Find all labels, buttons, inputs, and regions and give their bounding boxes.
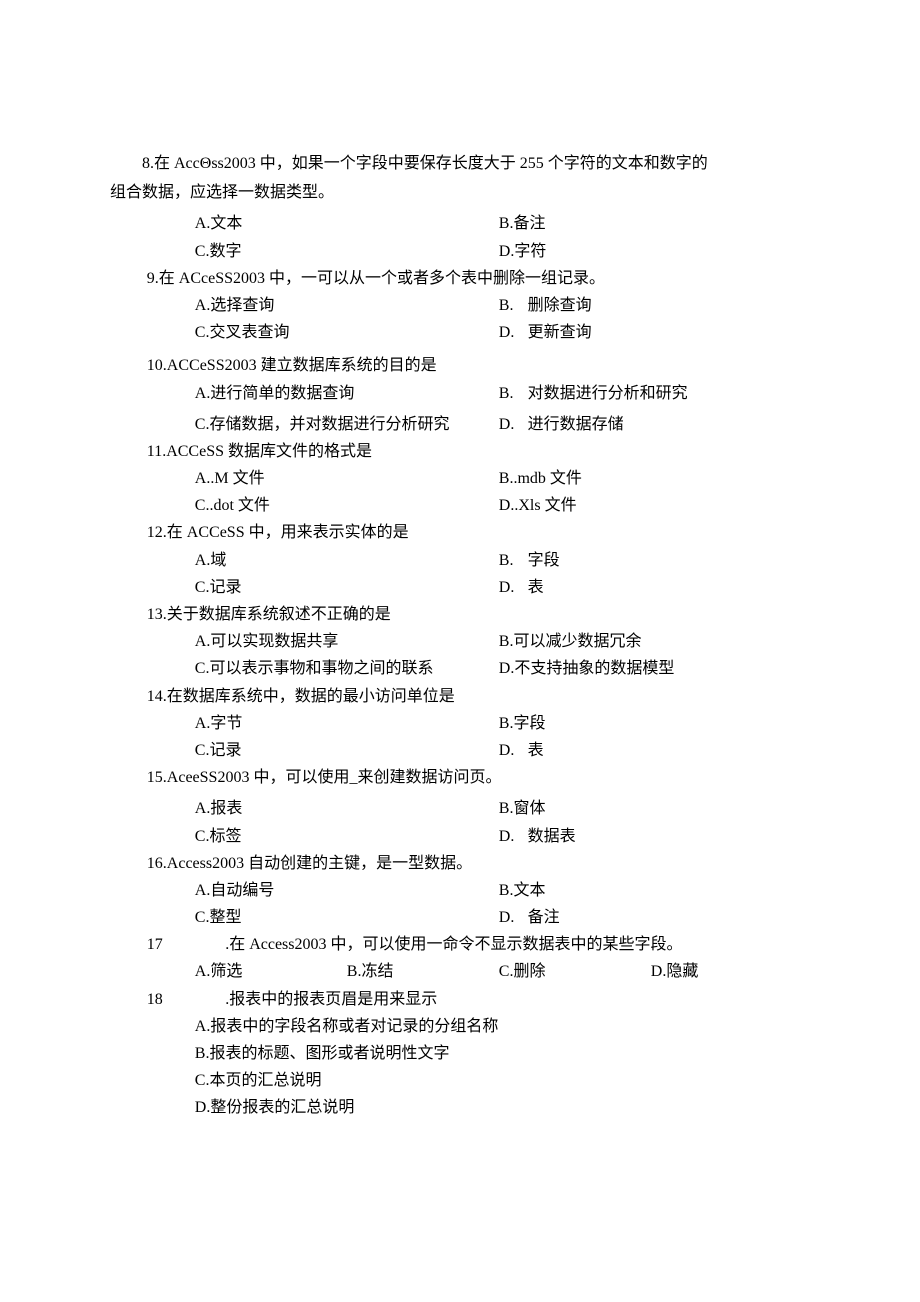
q14-opt-a: A.字节 xyxy=(195,710,499,737)
q14-opt-b: B.字段 xyxy=(499,710,810,737)
q13-opt-c: C.可以表示事物和事物之间的联系 xyxy=(195,655,499,682)
q8-opt-a: A.文本 xyxy=(195,210,499,237)
q18-opt-b: B.报表的标题、图形或者说明性文字 xyxy=(110,1040,810,1067)
q11-options-row2: C..dot 文件 D..Xls 文件 xyxy=(110,492,810,519)
q9-opt-d: 更新查询 xyxy=(528,319,810,346)
q10-letter-d: D. xyxy=(499,411,528,438)
q15-opt-b: B.窗体 xyxy=(499,795,810,822)
q9-options-row2: C.交叉表查询 D. 更新查询 xyxy=(110,319,810,346)
q12-options-row1: A.域 B. 字段 xyxy=(110,547,810,574)
q9-opt-c: C.交叉表查询 xyxy=(195,319,499,346)
q12-opt-a: A.域 xyxy=(195,547,499,574)
q12-stem: 12.在 ACCeSS 中，用来表示实体的是 xyxy=(110,519,810,546)
q13-opt-d: D.不支持抽象的数据模型 xyxy=(499,655,810,682)
q10-options-row2: C.存储数据，并对数据进行分析研究 D. 进行数据存储 xyxy=(110,411,810,438)
q13-opt-a: A.可以实现数据共享 xyxy=(195,628,499,655)
q13-options-row1: A.可以实现数据共享 B.可以减少数据冗余 xyxy=(110,628,810,655)
q18-opt-d: D.整份报表的汇总说明 xyxy=(110,1094,810,1121)
q17-stem: .在 Access2003 中，可以使用一命令不显示数据表中的某些字段。 xyxy=(217,931,682,958)
q10-stem: 10.ACCeSS2003 建立数据库系统的目的是 xyxy=(110,352,810,379)
q15-options-row2: C.标签 D. 数据表 xyxy=(110,823,810,850)
q16-opt-a: A.自动编号 xyxy=(195,877,499,904)
q17-opt-d: D.隐藏 xyxy=(651,958,803,985)
q15-opt-a: A.报表 xyxy=(195,795,499,822)
q16-opt-d: 备注 xyxy=(528,904,810,931)
q16-stem: 16.Access2003 自动创建的主键，是一型数据。 xyxy=(110,850,810,877)
q12-options-row2: C.记录 D. 表 xyxy=(110,574,810,601)
q13-stem: 13.关于数据库系统叙述不正确的是 xyxy=(110,601,810,628)
q11-opt-a: A..M 文件 xyxy=(195,465,499,492)
q10-options-row1: A.进行简单的数据查询 B. 对数据进行分析和研究 xyxy=(110,380,810,407)
q13-opt-b: B.可以减少数据冗余 xyxy=(499,628,810,655)
q17-row: 17 .在 Access2003 中，可以使用一命令不显示数据表中的某些字段。 xyxy=(110,931,810,958)
q10-opt-d: 进行数据存储 xyxy=(528,411,810,438)
q10-letter-b: B. xyxy=(499,380,528,407)
q8-stem-line1: 8.在 AccΘss2003 中，如果一个字段中要保存长度大于 255 个字符的… xyxy=(110,150,810,177)
q14-stem: 14.在数据库系统中，数据的最小访问单位是 xyxy=(110,683,810,710)
q8-opt-d: D.字符 xyxy=(499,238,810,265)
q18-number: 18 xyxy=(110,986,217,1013)
q16-options-row2: C.整型 D. 备注 xyxy=(110,904,810,931)
q16-letter-d: D. xyxy=(499,904,528,931)
q12-opt-c: C.记录 xyxy=(195,574,499,601)
q15-options-row1: A.报表 B.窗体 xyxy=(110,795,810,822)
q18-row: 18 .报表中的报表页眉是用来显示 xyxy=(110,986,810,1013)
q9-opt-a: A.选择查询 xyxy=(195,292,499,319)
q14-options-row2: C.记录 D. 表 xyxy=(110,737,810,764)
q9-opt-b: 删除查询 xyxy=(528,292,810,319)
q11-stem: 11.ACCeSS 数据库文件的格式是 xyxy=(110,438,810,465)
q18-opt-c: C.本页的汇总说明 xyxy=(110,1067,810,1094)
q14-opt-d: 表 xyxy=(528,737,810,764)
q17-number: 17 xyxy=(110,931,217,958)
q10-opt-a: A.进行简单的数据查询 xyxy=(195,380,499,407)
q16-options-row1: A.自动编号 B.文本 xyxy=(110,877,810,904)
q12-letter-b: B. xyxy=(499,547,528,574)
q8-options-row1: A.文本 B.备注 xyxy=(110,210,810,237)
q12-opt-d: 表 xyxy=(528,574,810,601)
q18-opt-a: A.报表中的字段名称或者对记录的分组名称 xyxy=(110,1013,810,1040)
q11-opt-d: D..Xls 文件 xyxy=(499,492,810,519)
q14-letter-d: D. xyxy=(499,737,528,764)
q8-opt-c: C.数字 xyxy=(195,238,499,265)
q17-opt-b: B.冻结 xyxy=(347,958,499,985)
q15-letter-d: D. xyxy=(499,823,528,850)
q11-options-row1: A..M 文件 B..mdb 文件 xyxy=(110,465,810,492)
q16-opt-b: B.文本 xyxy=(499,877,810,904)
q18-stem: .报表中的报表页眉是用来显示 xyxy=(217,986,437,1013)
q12-opt-b: 字段 xyxy=(528,547,810,574)
q8-stem-line2: 组合数据，应选择一数据类型。 xyxy=(110,179,810,206)
q11-opt-b: B..mdb 文件 xyxy=(499,465,810,492)
q12-letter-d: D. xyxy=(499,574,528,601)
q10-opt-c: C.存储数据，并对数据进行分析研究 xyxy=(195,411,499,438)
q8-options-row2: C.数字 D.字符 xyxy=(110,238,810,265)
q15-opt-d: 数据表 xyxy=(528,823,810,850)
q9-letter-b: B. xyxy=(499,292,528,319)
q9-options-row1: A.选择查询 B. 删除查询 xyxy=(110,292,810,319)
q9-letter-d: D. xyxy=(499,319,528,346)
q17-opt-a: A.筛选 xyxy=(195,958,347,985)
q8-opt-b: B.备注 xyxy=(499,210,810,237)
q13-options-row2: C.可以表示事物和事物之间的联系 D.不支持抽象的数据模型 xyxy=(110,655,810,682)
q14-opt-c: C.记录 xyxy=(195,737,499,764)
q14-options-row1: A.字节 B.字段 xyxy=(110,710,810,737)
q16-opt-c: C.整型 xyxy=(195,904,499,931)
q11-opt-c: C..dot 文件 xyxy=(195,492,499,519)
q17-options: A.筛选 B.冻结 C.删除 D.隐藏 xyxy=(110,958,810,985)
q10-opt-b: 对数据进行分析和研究 xyxy=(528,380,810,407)
q9-stem: 9.在 ACceSS2003 中，一可以从一个或者多个表中删除一组记录。 xyxy=(110,265,810,292)
q15-opt-c: C.标签 xyxy=(195,823,499,850)
q15-stem: 15.AceeSS2003 中，可以使用_来创建数据访问页。 xyxy=(110,764,810,791)
document-page: 8.在 AccΘss2003 中，如果一个字段中要保存长度大于 255 个字符的… xyxy=(0,0,920,1302)
q17-opt-c: C.删除 xyxy=(499,958,651,985)
